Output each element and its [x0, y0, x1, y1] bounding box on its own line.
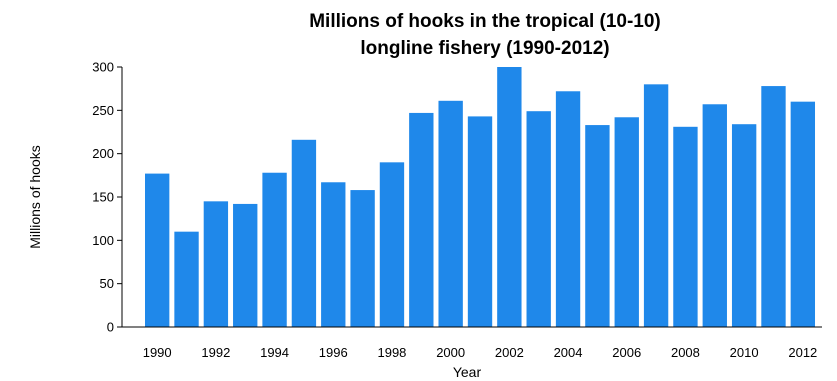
bar-1993	[233, 203, 258, 327]
x-tick-label: 1996	[319, 345, 348, 360]
y-axis-label: Millions of hooks	[27, 145, 43, 249]
bar-2007	[643, 84, 669, 327]
y-tick-label: 50	[100, 276, 114, 291]
bar-2006	[614, 117, 639, 328]
bar-2011	[761, 86, 786, 327]
x-tick-label: 1994	[260, 345, 289, 360]
bar-2002	[497, 67, 522, 327]
y-axis-ticks: 0 50 100 150 200 250 300	[92, 60, 122, 335]
x-tick-label: 1998	[377, 345, 406, 360]
x-tick-label: 2000	[436, 345, 465, 360]
bar-2000	[438, 100, 463, 327]
x-tick-label: 2012	[788, 345, 817, 360]
chart-title-line-2: longline fishery (1990-2012)	[360, 38, 609, 59]
y-tick-label: 300	[92, 60, 114, 75]
x-tick-label: 2004	[554, 345, 583, 360]
bar-1990	[145, 173, 170, 327]
y-tick-label: 0	[107, 320, 114, 335]
bar-1997	[350, 190, 375, 327]
bar-2003	[526, 111, 551, 327]
y-tick-label: 250	[92, 103, 114, 118]
x-tick-label: 1990	[143, 345, 172, 360]
bars	[145, 67, 816, 328]
x-axis-ticks: 1990 1992 1994 1996 1998 2000 2002 2004 2006 2008…	[143, 345, 818, 360]
bar-2004	[555, 91, 581, 328]
y-tick-label: 200	[92, 146, 114, 161]
x-tick-label: 2008	[671, 345, 700, 360]
bar-1992	[203, 201, 229, 327]
x-tick-label: 1992	[201, 345, 230, 360]
y-tick-label: 150	[92, 190, 114, 205]
bar-1998	[379, 162, 405, 327]
bar-1995	[291, 139, 317, 327]
bar-2009	[702, 104, 727, 328]
y-tick-label: 100	[92, 233, 114, 248]
bar-2008	[673, 126, 698, 327]
x-tick-label: 2002	[495, 345, 524, 360]
bar-2012	[790, 101, 816, 327]
bar-1994	[262, 172, 287, 327]
x-tick-label: 2010	[730, 345, 759, 360]
bar-1999	[409, 112, 434, 328]
bar-1991	[174, 231, 199, 327]
chart-title-line-1: Millions of hooks in the tropical (10-10…	[309, 11, 661, 32]
x-axis-label: Year	[453, 364, 482, 380]
bar-2005	[585, 125, 610, 327]
bar-2010	[731, 124, 757, 327]
bar-1996	[321, 182, 346, 327]
x-tick-label: 2006	[612, 345, 641, 360]
bar-2001	[467, 116, 493, 328]
